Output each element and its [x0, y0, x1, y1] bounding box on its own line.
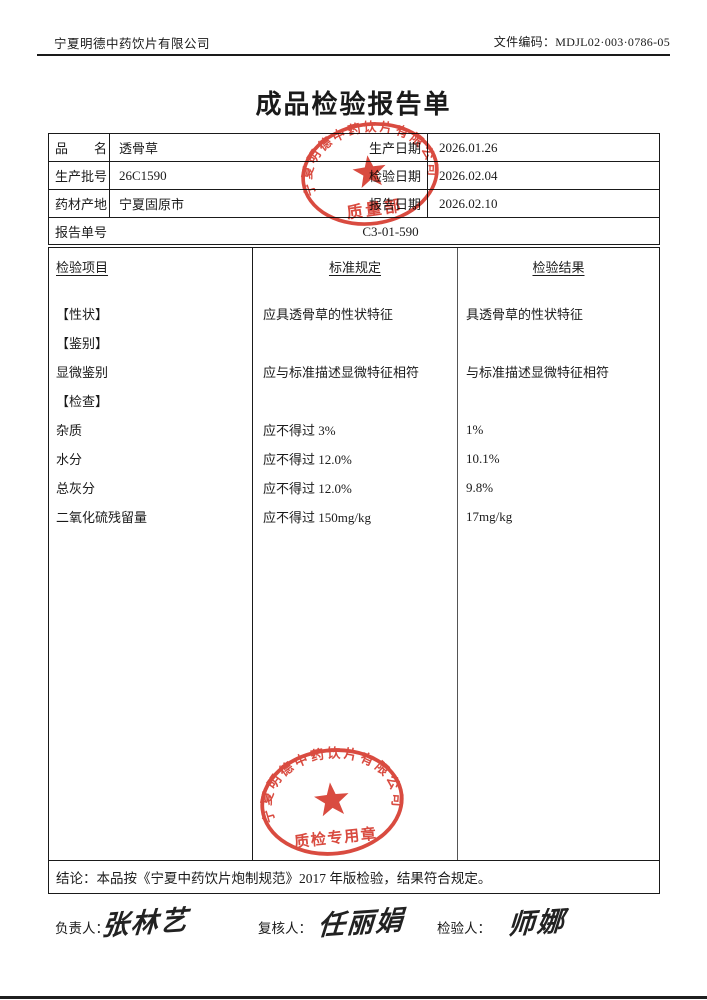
reviewer-label: 复核人：: [258, 921, 312, 936]
reviewer-signature: 任丽娟: [316, 904, 406, 942]
table-row: 品 名 透骨草 生产日期 2026.01.26: [49, 134, 659, 162]
product-name-label: 品 名: [49, 134, 110, 161]
report-no-label: 报告单号: [55, 225, 108, 240]
result-cell: 1%: [466, 421, 484, 437]
svg-text:宁夏明德中药饮片有限公司: 宁夏明德中药饮片有限公司: [252, 737, 407, 825]
standard-cell: [253, 328, 457, 357]
star-icon: [352, 155, 386, 189]
item-cell: 水分: [56, 452, 83, 467]
product-info-table: 品 名 透骨草 生产日期 2026.01.26 生产批号 26C1590 检验日…: [48, 133, 660, 245]
column-standards: 标准规定 应具透骨草的性状特征 应与标准描述显微特征相符 应不得过 3% 应不得…: [253, 248, 458, 860]
standard-cell: [253, 386, 457, 415]
company-seal-bottom: 宁夏明德中药饮片有限公司 质检专用章: [252, 737, 407, 856]
company-name-header: 宁夏明德中药饮片有限公司: [54, 37, 211, 51]
page-title: 成品检验报告单: [255, 90, 452, 119]
item-cell: 【鉴别】: [56, 336, 109, 351]
column-header-standards: 标准规定: [328, 260, 381, 275]
report-date-value: 2026.02.10: [427, 190, 659, 217]
standard-cell: 应不得过 12.0%: [263, 481, 352, 496]
responsible-label: 负责人：: [55, 921, 109, 936]
column-results: 检验结果 具透骨草的性状特征 与标准描述显微特征相符 1% 10.1% 9.8%…: [458, 248, 659, 860]
seal-company-text: 宁夏明德中药饮片有限公司: [292, 110, 442, 199]
report-no-value: C3-01-590: [362, 223, 419, 239]
item-cell: 二氧化硫残留量: [56, 510, 148, 525]
responsible-signature: 张林艺: [100, 904, 190, 942]
svg-text:宁夏明德中药饮片有限公司: 宁夏明德中药饮片有限公司: [292, 110, 442, 199]
standard-cell: 应不得过 150mg/kg: [263, 510, 371, 525]
origin-label: 药材产地: [49, 190, 110, 217]
document-code: 文件编码：MDJL02·003·0786-05: [493, 35, 670, 49]
star-icon: [314, 782, 349, 817]
standard-cell: 应与标准描述显微特征相符: [263, 365, 420, 380]
result-cell: 具透骨草的性状特征: [466, 307, 584, 322]
column-header-results: 检验结果: [532, 260, 585, 275]
page-edge-line: [0, 996, 707, 999]
table-row: 药材产地 宁夏固原市 报告日期 2026.02.10: [49, 190, 659, 218]
item-cell: 【检查】: [56, 394, 109, 409]
production-date-label: 生产日期: [368, 141, 421, 156]
conclusion-text: 结论：本品按《宁夏中药饮片炮制规范》2017 年版检验，结果符合规定。: [56, 871, 492, 886]
result-cell: [458, 386, 659, 415]
table-row: 生产批号 26C1590 检验日期 2026.02.04: [49, 162, 659, 190]
report-date-label: 报告日期: [368, 197, 421, 212]
inspector-signature: 师娜: [506, 905, 567, 941]
product-name-value: 透骨草: [119, 141, 159, 156]
inspection-date-value: 2026.02.04: [427, 162, 659, 189]
result-cell: 与标准描述显微特征相符: [466, 365, 610, 380]
seal-ring: [301, 122, 439, 226]
inspector-label: 检验人：: [437, 921, 491, 936]
seal-company-text: 宁夏明德中药饮片有限公司: [252, 737, 407, 825]
company-seal-top: 宁夏明德中药饮片有限公司 质量部: [292, 110, 442, 226]
inspection-date-label: 检验日期: [368, 169, 421, 184]
table-row: 报告单号 C3-01-590: [49, 218, 659, 245]
conclusion-box: 结论：本品按《宁夏中药饮片炮制规范》2017 年版检验，结果符合规定。: [48, 860, 660, 894]
production-date-value: 2026.01.26: [427, 134, 659, 161]
item-cell: 【性状】: [56, 307, 109, 322]
item-cell: 杂质: [56, 423, 83, 438]
result-cell: [458, 328, 659, 357]
batch-no-label: 生产批号: [49, 162, 110, 189]
header-divider: [37, 54, 670, 56]
origin-value: 宁夏固原市: [119, 197, 185, 212]
result-cell: 9.8%: [466, 479, 494, 495]
result-cell: 10.1%: [466, 450, 500, 466]
batch-no-value: 26C1590: [119, 167, 167, 183]
result-cell: 17mg/kg: [466, 508, 513, 524]
column-items: 检验项目 【性状】 【鉴别】 显微鉴别 【检查】 杂质 水分 总灰分 二氧化硫残…: [49, 248, 253, 860]
seal-ring: [260, 748, 404, 856]
item-cell: 显微鉴别: [56, 365, 109, 380]
standard-cell: 应具透骨草的性状特征: [263, 307, 394, 322]
standard-cell: 应不得过 12.0%: [263, 452, 352, 467]
item-cell: 总灰分: [56, 481, 96, 496]
column-header-items: 检验项目: [56, 260, 109, 275]
standard-cell: 应不得过 3%: [263, 423, 336, 438]
